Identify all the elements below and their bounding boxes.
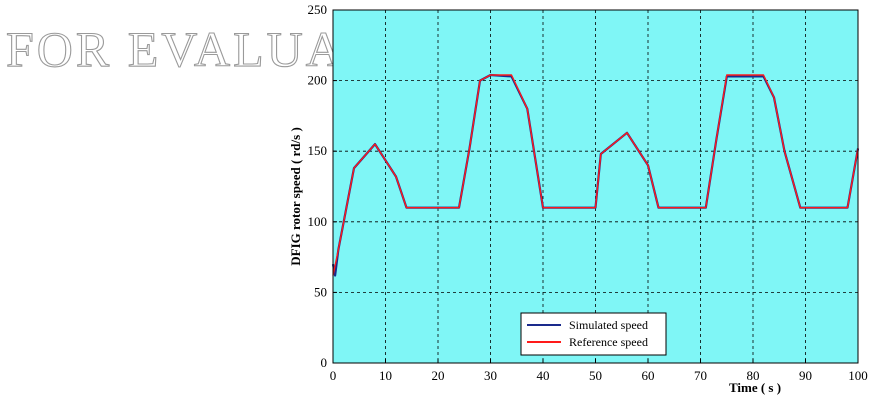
x-tick-label: 10: [379, 368, 392, 383]
axis-ticks: 0 10 20 30 40 50 60 70 80 90 100 0 50 100 150 200 250: [308, 2, 868, 383]
series-line-reference-speed: [332, 74, 859, 276]
y-tick-label: 50: [314, 284, 327, 299]
x-tick-label: 40: [537, 368, 550, 383]
x-tick-label: 100: [848, 368, 868, 383]
y-axis-label: DFIG rotor speed ( rd/s ): [288, 127, 303, 266]
legend-label: Reference speed: [569, 335, 648, 349]
x-tick-label: 50: [589, 368, 602, 383]
x-tick-label: 90: [799, 368, 812, 383]
y-tick-label: 150: [308, 143, 328, 158]
y-tick-label: 200: [308, 73, 328, 88]
legend-box: [520, 312, 667, 356]
legend-label: Simulated speed: [569, 318, 648, 332]
x-tick-label: 30: [484, 368, 497, 383]
grid-lines: [333, 10, 858, 363]
y-tick-label: 0: [321, 355, 328, 370]
series-layer: [331, 73, 860, 277]
x-tick-label: 80: [747, 368, 760, 383]
y-tick-label: 100: [308, 214, 328, 229]
x-tick-label: 70: [694, 368, 707, 383]
x-tick-label: 60: [642, 368, 655, 383]
y-tick-label: 250: [308, 2, 328, 17]
x-axis-label: Time ( s ): [729, 380, 781, 395]
x-tick-label: 0: [330, 368, 337, 383]
x-tick-label: 20: [432, 368, 445, 383]
legend: Simulated speed Reference speed: [520, 312, 667, 356]
